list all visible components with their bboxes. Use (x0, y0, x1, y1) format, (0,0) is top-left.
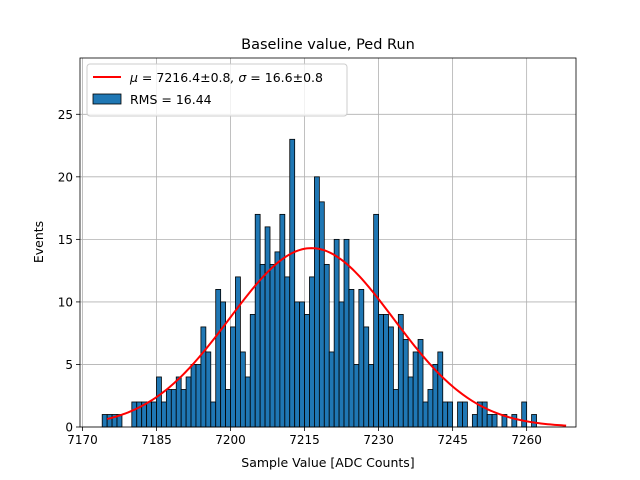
gaussian-fit-curve (106, 247, 567, 427)
histogram-bar (486, 414, 493, 428)
histogram-bar (471, 414, 478, 428)
histogram-bar (249, 314, 256, 428)
y-tick-label: 0 (65, 421, 73, 435)
histogram-bar (412, 351, 419, 428)
y-tick-label: 20 (58, 170, 73, 184)
histogram-bar (358, 289, 365, 428)
y-tick-label: 5 (65, 358, 73, 372)
y-tick-label: 15 (58, 233, 73, 247)
histogram-bar (402, 339, 409, 428)
histogram-bar (269, 263, 276, 428)
histogram-bar (481, 401, 488, 428)
histogram-bar (328, 351, 335, 428)
histogram-bar (225, 389, 231, 428)
histogram-bar (323, 263, 330, 428)
histogram-bar (462, 401, 468, 428)
histogram-bar (353, 364, 360, 428)
histogram-bar (244, 376, 251, 428)
histogram-bar (427, 389, 434, 428)
histogram-bar (210, 401, 217, 428)
histogram-bar (175, 376, 182, 428)
x-axis-ticks: 7170 7185 7200 7215 7230 7245 7260 (67, 427, 542, 447)
histogram-bar (235, 276, 241, 428)
histogram-bar (289, 138, 296, 428)
legend-box (86, 63, 348, 117)
histogram-bar (407, 376, 414, 428)
histogram-bar (259, 263, 266, 428)
histogram-bar (378, 314, 384, 428)
histogram-bar (333, 238, 340, 428)
histogram-bar (304, 314, 310, 428)
histogram-bar (432, 364, 439, 428)
y-axis-label: Events (31, 221, 46, 263)
histogram-bar (161, 401, 167, 428)
histogram-bar (294, 301, 301, 428)
histogram-bar (195, 364, 202, 428)
histogram-bar (368, 364, 375, 428)
histogram-bar (170, 389, 177, 428)
histogram-bar (165, 389, 172, 428)
x-tick-label: 7185 (141, 433, 172, 447)
legend-hist-swatch (92, 93, 122, 105)
x-tick-label: 7170 (67, 433, 98, 447)
legend-hist-label: RMS = 16.44 (130, 92, 212, 107)
histogram-bar (131, 401, 138, 428)
histogram-bar (279, 213, 286, 428)
histogram-bar (156, 376, 162, 428)
histogram-bar (388, 326, 394, 428)
histogram-bar (180, 389, 187, 428)
x-tick-label: 7245 (437, 433, 468, 447)
histogram-bar (106, 414, 113, 428)
histogram-bar (373, 213, 379, 428)
histogram-bar (284, 276, 291, 428)
histogram-bar (363, 326, 370, 428)
histogram-bar (299, 301, 305, 428)
histogram-bar (254, 213, 261, 428)
histogram-bar (314, 176, 320, 428)
histogram-bar (521, 401, 528, 428)
histogram-bar (392, 389, 399, 428)
histogram-bar (383, 314, 389, 428)
histogram-bar (343, 238, 350, 428)
histogram-bar (151, 401, 157, 428)
histogram-bar (239, 351, 246, 428)
histogram-bar (447, 401, 454, 428)
legend-fit-label: μ = 7216.4±0.8, σ = 16.6±0.8 (129, 70, 323, 85)
histogram-bar (531, 414, 537, 428)
histogram-bar (491, 414, 498, 428)
y-axis-ticks: 0 5 10 15 20 25 (58, 108, 80, 435)
histogram-bar (422, 401, 429, 428)
x-tick-label: 7230 (363, 433, 394, 447)
x-tick-label: 7260 (511, 433, 542, 447)
histogram-bar (190, 364, 197, 428)
histogram-bar (457, 401, 463, 428)
histogram-bar (200, 326, 207, 428)
histogram-bar (220, 301, 226, 428)
chart-title: Baseline value, Ped Run (241, 37, 415, 53)
y-tick-label: 10 (58, 295, 73, 309)
histogram-bar (348, 289, 355, 428)
histogram-bar (230, 326, 236, 428)
plot-frame (79, 57, 577, 428)
histogram-bar (101, 414, 108, 428)
histogram-bar (511, 414, 518, 428)
histogram-bar (274, 251, 281, 428)
x-axis-label: Sample Value [ADC Counts] (241, 455, 414, 470)
histogram-bar (309, 276, 315, 428)
histogram-bar (264, 226, 271, 428)
y-tick-label: 25 (58, 108, 73, 122)
histogram-bar (338, 301, 345, 428)
histogram-bar (205, 351, 212, 428)
legend: μ = 7216.4±0.8, σ = 16.6±0.8 RMS = 16.44 (86, 63, 348, 117)
x-tick-label: 7200 (215, 433, 246, 447)
histogram-bar (215, 289, 222, 428)
histogram-bar (437, 351, 444, 428)
histogram-bar (146, 401, 152, 428)
histogram-bar (185, 376, 192, 428)
histogram-bar (442, 401, 449, 428)
x-tick-label: 7215 (289, 433, 320, 447)
histogram-bar (318, 201, 325, 428)
